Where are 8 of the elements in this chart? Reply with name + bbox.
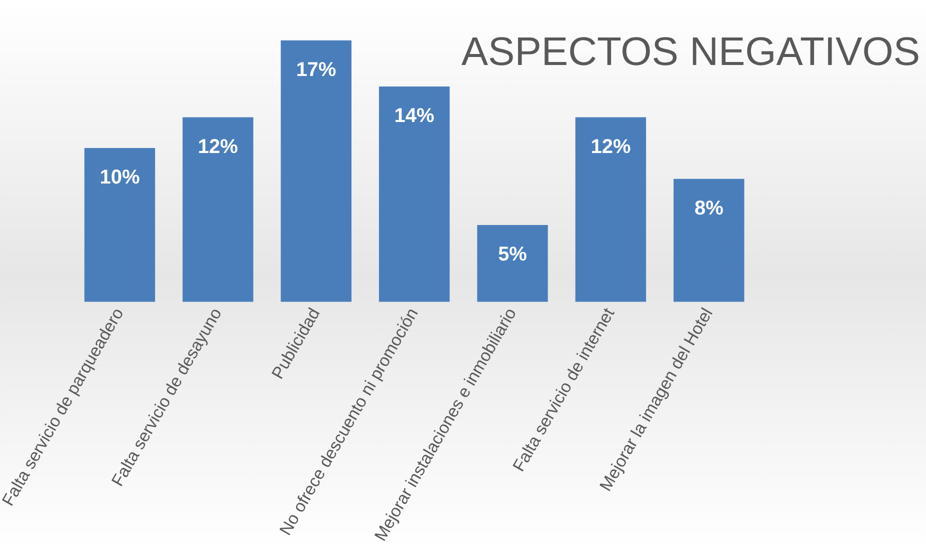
chart-title: ASPECTOS NEGATIVOS	[461, 30, 920, 75]
data-label: 10%	[100, 166, 140, 189]
data-label: 8%	[694, 197, 724, 220]
data-label: 5%	[498, 243, 528, 266]
data-label: 17%	[296, 58, 336, 81]
data-label: 14%	[394, 105, 435, 128]
data-label: 12%	[198, 136, 238, 158]
data-label: 12%	[590, 136, 631, 158]
